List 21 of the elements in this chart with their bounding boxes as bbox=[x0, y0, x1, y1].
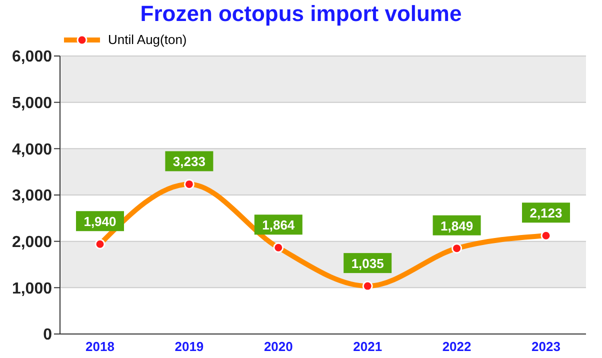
x-tick-label: 2023 bbox=[532, 339, 560, 354]
chart-title: Frozen octopus import volume bbox=[139, 0, 463, 28]
data-label: 3,233 bbox=[172, 154, 206, 170]
data-label: 1,849 bbox=[440, 218, 474, 234]
y-tick-label: 4,000 bbox=[12, 141, 52, 158]
data-label: 1,035 bbox=[351, 256, 384, 272]
x-tick-label: 2019 bbox=[174, 339, 204, 354]
y-tick-label: 3,000 bbox=[12, 188, 52, 205]
y-tick-label: 6,000 bbox=[12, 48, 52, 66]
data-label: 1,940 bbox=[84, 214, 116, 230]
y-tick-label: 1,000 bbox=[12, 280, 52, 298]
y-tick-label: 0 bbox=[43, 326, 52, 344]
legend-label: Until Aug(ton) bbox=[108, 32, 187, 47]
data-label: 1,864 bbox=[262, 218, 296, 233]
data-label: 2,123 bbox=[530, 206, 562, 221]
x-tick-label: 2022 bbox=[442, 339, 472, 354]
x-tick-label: 2021 bbox=[353, 339, 382, 354]
y-tick-label: 5,000 bbox=[12, 95, 52, 112]
y-tick-label: 2,000 bbox=[12, 234, 52, 252]
x-tick-label: 2018 bbox=[86, 339, 114, 354]
x-tick-label: 2020 bbox=[264, 339, 293, 354]
